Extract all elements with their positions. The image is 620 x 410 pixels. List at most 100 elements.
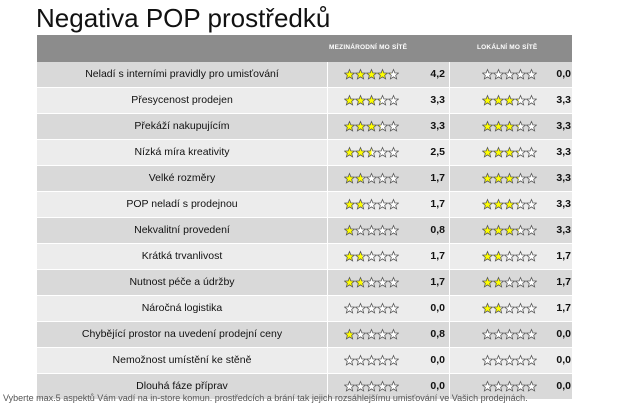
local-star-icon [504, 328, 515, 340]
international-star-icon [344, 120, 355, 132]
local-value: 3,3 [556, 146, 571, 158]
local-star-icon [482, 94, 493, 106]
international-star-rating [344, 328, 399, 341]
international-star-icon [344, 276, 355, 288]
international-star-icon [377, 172, 388, 184]
international-star-icon [355, 120, 366, 132]
local-star-icon [526, 94, 537, 106]
local-star-icon [504, 68, 515, 80]
local-value: 3,3 [556, 172, 571, 184]
international-star-icon [366, 68, 377, 80]
international-value: 3,3 [430, 94, 445, 106]
international-star-rating [344, 172, 399, 185]
ratings-table: MEZINÁRODNÍ MO SÍTĚ LOKÁLNÍ MO SÍTĚ Nela… [37, 35, 572, 400]
local-star-rating [482, 120, 537, 133]
international-star-rating [344, 276, 399, 289]
international-star-icon [388, 250, 399, 262]
international-star-icon [366, 172, 377, 184]
column-divider [449, 192, 450, 217]
column-divider [327, 192, 328, 217]
table-body: Neladí s interními pravidly pro umisťová… [37, 62, 572, 400]
international-star-rating [344, 198, 399, 211]
local-star-icon [482, 224, 493, 236]
table-row: Přesycenost prodejen 3,3 3,3 [37, 88, 572, 114]
table-row: Nutnost péče a údržby 1,7 1,7 [37, 270, 572, 296]
local-value: 3,3 [556, 94, 571, 106]
local-star-rating [482, 146, 537, 159]
column-divider [449, 296, 450, 321]
local-star-icon [515, 94, 526, 106]
column-header-international: MEZINÁRODNÍ MO SÍTĚ [329, 44, 408, 51]
international-star-icon [388, 198, 399, 210]
international-star-icon [377, 250, 388, 262]
column-divider [327, 140, 328, 165]
local-star-icon [515, 120, 526, 132]
international-star-icon [355, 146, 366, 158]
international-star-rating [344, 68, 399, 81]
local-star-rating [482, 380, 537, 393]
table-row: Chybějící prostor na uvedení prodejní ce… [37, 322, 572, 348]
column-divider [327, 244, 328, 269]
local-star-icon [526, 172, 537, 184]
international-star-rating [344, 250, 399, 263]
local-star-icon [482, 354, 493, 366]
local-star-icon [493, 120, 504, 132]
column-divider [449, 270, 450, 295]
international-star-icon [355, 250, 366, 262]
international-star-icon [344, 250, 355, 262]
local-star-icon [515, 302, 526, 314]
table-row: Dlouhá fáze příprav 0,0 0,0 [37, 374, 572, 400]
column-divider [449, 244, 450, 269]
local-star-icon [515, 68, 526, 80]
column-divider [327, 114, 328, 139]
international-star-icon [377, 68, 388, 80]
table-row: Nízká míra kreativity 2,5 3,3 [37, 140, 572, 166]
international-star-rating [344, 94, 399, 107]
international-star-icon [344, 94, 355, 106]
international-star-icon [366, 276, 377, 288]
international-value: 1,7 [430, 172, 445, 184]
local-value: 3,3 [556, 224, 571, 236]
row-label: Nekvalitní provedení [134, 224, 230, 236]
international-value: 2,5 [430, 146, 445, 158]
international-value: 1,7 [430, 198, 445, 210]
international-star-rating [344, 354, 399, 367]
row-label: Chybějící prostor na uvedení prodejní ce… [81, 328, 283, 340]
local-star-rating [482, 276, 537, 289]
column-divider [449, 348, 450, 373]
international-value: 4,2 [430, 68, 445, 80]
international-star-rating [344, 224, 399, 237]
international-star-rating [344, 120, 399, 133]
local-star-icon [526, 276, 537, 288]
row-label: Nutnost péče a údržby [129, 276, 235, 288]
local-star-icon [526, 380, 537, 392]
local-star-rating [482, 224, 537, 237]
local-value: 0,0 [556, 68, 571, 80]
local-star-rating [482, 198, 537, 211]
international-star-icon [366, 198, 377, 210]
international-star-icon [388, 224, 399, 236]
international-value: 0,8 [430, 224, 445, 236]
row-label: Náročná logistika [141, 302, 223, 314]
table-row: Neladí s interními pravidly pro umisťová… [37, 62, 572, 88]
international-star-icon [377, 380, 388, 392]
local-star-icon [493, 276, 504, 288]
local-star-icon [526, 354, 537, 366]
table-row: Nemožnost umístění ke stěně 0,0 0,0 [37, 348, 572, 374]
local-value: 3,3 [556, 120, 571, 132]
international-star-icon [377, 94, 388, 106]
local-star-icon [482, 276, 493, 288]
international-star-icon [377, 198, 388, 210]
table-row: POP neladí s prodejnou 1,7 3,3 [37, 192, 572, 218]
international-star-icon [366, 250, 377, 262]
international-star-icon [355, 302, 366, 314]
international-star-icon [388, 120, 399, 132]
international-value: 0,0 [430, 380, 445, 392]
local-value: 0,0 [556, 354, 571, 366]
local-star-icon [482, 380, 493, 392]
international-star-icon [388, 328, 399, 340]
international-star-icon [344, 198, 355, 210]
column-divider [327, 62, 328, 87]
local-star-icon [493, 68, 504, 80]
row-label: Nemožnost umístění ke stěně [112, 354, 252, 366]
